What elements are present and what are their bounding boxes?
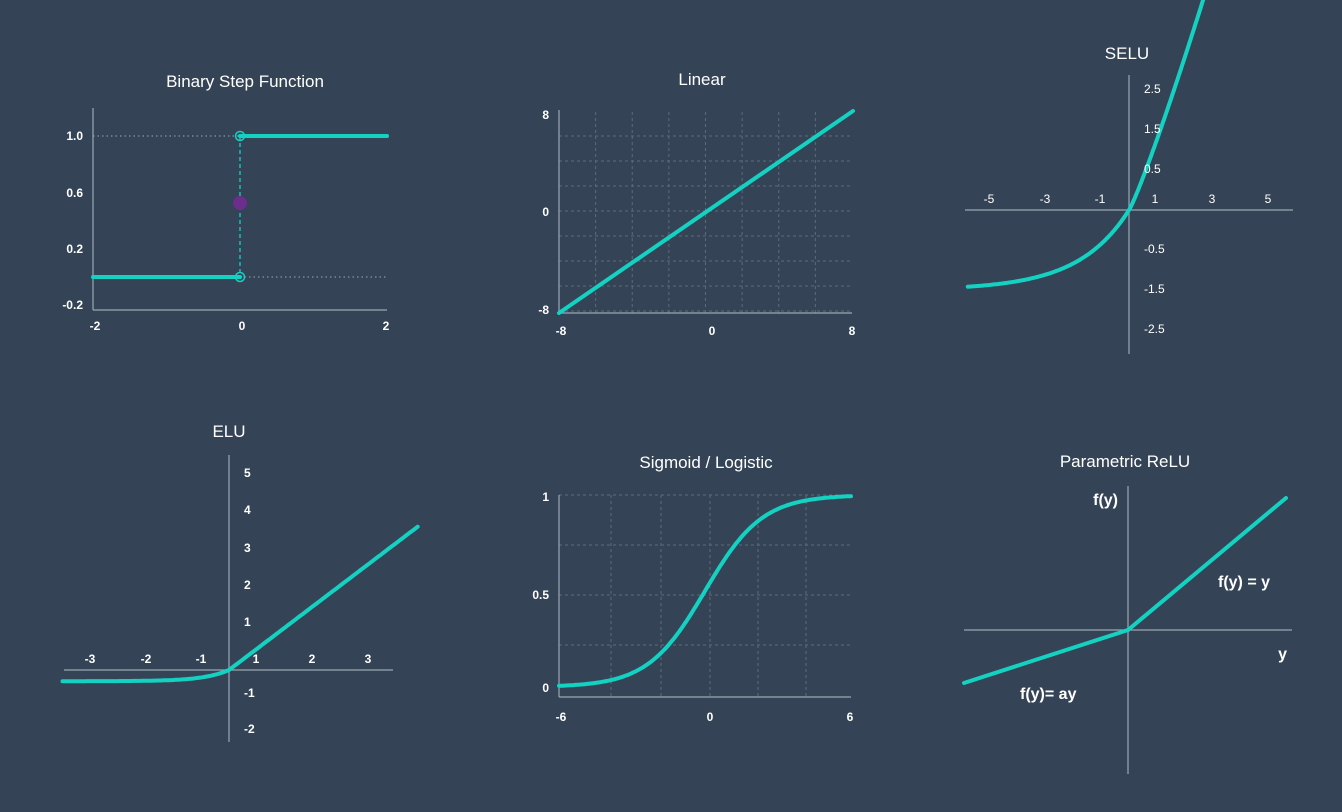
binary-step-xtick: 2 — [383, 319, 390, 333]
selu-ytick: -2.5 — [1144, 322, 1165, 336]
prelu-positive-annotation: f(y) = y — [1218, 574, 1270, 591]
linear-ytick: 0 — [542, 205, 549, 219]
elu-ytick: 5 — [244, 466, 251, 480]
sigmoid-ytick: 1 — [542, 490, 549, 504]
elu-ytick: 2 — [244, 578, 251, 592]
sigmoid-grid — [559, 494, 851, 697]
sigmoid-chart: Sigmoid / Logistic 1 0.5 0 -6 0 6 — [532, 453, 853, 724]
selu-xtick: 3 — [1209, 192, 1216, 206]
selu-ytick: 2.5 — [1144, 82, 1161, 96]
elu-xtick: 3 — [365, 652, 372, 666]
linear-title: Linear — [678, 70, 726, 89]
linear-xtick: -8 — [556, 324, 567, 338]
elu-ytick: -1 — [244, 686, 255, 700]
selu-chart: SELU -5 -3 -1 1 3 5 2.5 1.5 0.5 -0.5 -1.… — [965, 0, 1293, 354]
linear-xtick: 0 — [709, 324, 716, 338]
linear-ytick: -8 — [538, 303, 549, 317]
sigmoid-ytick: 0 — [542, 681, 549, 695]
binary-step-ytick: -0.2 — [62, 298, 83, 312]
sigmoid-xtick: 0 — [707, 710, 714, 724]
linear-series-line — [557, 109, 855, 315]
sigmoid-xtick: -6 — [556, 710, 567, 724]
selu-xtick: -1 — [1095, 192, 1106, 206]
binary-step-ytick: 0.2 — [66, 242, 83, 256]
selu-ytick: -0.5 — [1144, 242, 1165, 256]
binary-step-chart: Binary Step Function 1.0 0.6 0.2 -0.2 -2… — [62, 72, 389, 333]
selu-xtick: -5 — [984, 192, 995, 206]
prelu-positive-segment — [1126, 496, 1288, 632]
elu-ytick: -2 — [244, 722, 255, 736]
sigmoid-ytick: 0.5 — [532, 588, 549, 602]
binary-step-xtick: 0 — [239, 319, 246, 333]
elu-ytick: 1 — [244, 615, 251, 629]
selu-ytick: -1.5 — [1144, 282, 1165, 296]
binary-step-ytick: 1.0 — [66, 129, 83, 143]
elu-title: ELU — [212, 422, 245, 441]
binary-step-xtick: -2 — [90, 319, 101, 333]
prelu-chart: Parametric ReLU f(y) y f(y) = y f(y)= ay — [962, 452, 1292, 774]
prelu-x-axis-label: y — [1278, 646, 1287, 663]
binary-step-midpoint-marker — [233, 196, 247, 210]
selu-xtick: 5 — [1265, 192, 1272, 206]
selu-title: SELU — [1105, 44, 1149, 63]
binary-step-ytick: 0.6 — [66, 186, 83, 200]
prelu-title: Parametric ReLU — [1060, 452, 1190, 471]
binary-step-open-marker-high — [234, 130, 246, 142]
prelu-y-axis-label: f(y) — [1093, 492, 1118, 509]
elu-xtick: 1 — [253, 652, 260, 666]
binary-step-open-marker-low — [234, 271, 246, 283]
linear-ytick: 8 — [542, 108, 549, 122]
elu-series-curve — [60, 524, 420, 684]
elu-xtick: 2 — [309, 652, 316, 666]
elu-xtick: -2 — [141, 652, 152, 666]
elu-ytick: 3 — [244, 541, 251, 555]
linear-xtick: 8 — [849, 324, 856, 338]
elu-xtick: -3 — [85, 652, 96, 666]
sigmoid-xtick: 6 — [847, 710, 854, 724]
selu-xtick: -3 — [1040, 192, 1051, 206]
sigmoid-title: Sigmoid / Logistic — [639, 453, 773, 472]
elu-chart: ELU -3 -2 -1 1 2 3 5 4 3 2 1 -1 -2 — [60, 422, 420, 742]
sigmoid-series-curve — [557, 494, 853, 688]
selu-xtick: 1 — [1152, 192, 1159, 206]
elu-xtick: -1 — [196, 652, 207, 666]
prelu-negative-segment — [962, 628, 1130, 685]
selu-ytick: 0.5 — [1144, 162, 1161, 176]
binary-step-title: Binary Step Function — [166, 72, 324, 91]
selu-series-curve — [965, 0, 1206, 289]
linear-chart: Linear 8 0 -8 -8 0 8 — [538, 70, 855, 338]
prelu-negative-annotation: f(y)= ay — [1020, 686, 1077, 703]
selu-ytick: 1.5 — [1144, 122, 1161, 136]
elu-ytick: 4 — [244, 503, 251, 517]
